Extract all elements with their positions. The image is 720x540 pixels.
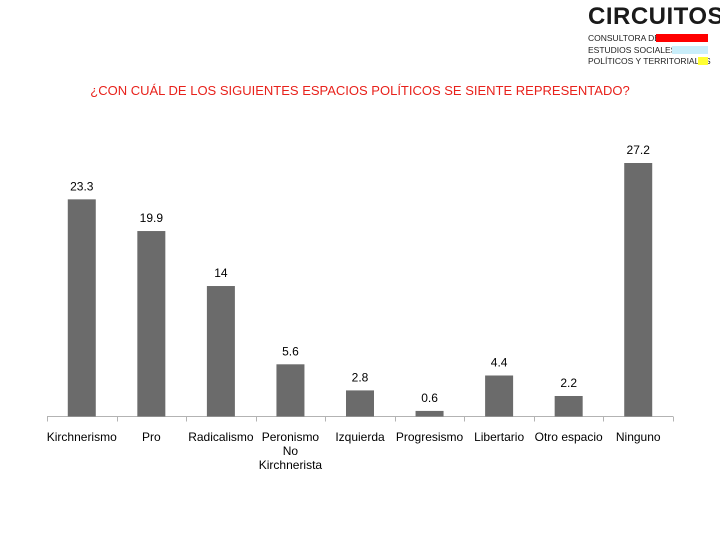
logo-line-3: POLÍTICOS Y TERRITORIALES bbox=[588, 56, 711, 66]
category-label: Izquierda bbox=[335, 430, 385, 444]
data-label: 2.8 bbox=[352, 370, 369, 384]
bar bbox=[137, 231, 166, 417]
bar bbox=[554, 395, 583, 417]
logo-bar-lightblue bbox=[672, 46, 708, 54]
category-label: Progresismo bbox=[396, 430, 464, 444]
category-label: Radicalismo bbox=[188, 430, 254, 444]
data-label: 0.6 bbox=[421, 391, 438, 405]
bar bbox=[276, 364, 305, 417]
category-label: Kirchnerismo bbox=[47, 430, 117, 444]
data-label: 27.2 bbox=[627, 143, 651, 157]
data-label: 23.3 bbox=[70, 179, 94, 193]
category-label: Otro espacio bbox=[535, 430, 603, 444]
logo-line-1: CONSULTORA DE bbox=[588, 33, 660, 43]
data-label: 5.6 bbox=[282, 344, 299, 358]
bar bbox=[346, 390, 374, 417]
category-label: Ninguno bbox=[616, 430, 661, 444]
bar bbox=[624, 163, 653, 417]
category-label: Pro bbox=[142, 430, 161, 444]
logo-bar-yellow bbox=[698, 57, 708, 65]
logo-line-2: ESTUDIOS SOCIALES, bbox=[588, 45, 679, 55]
data-label: 19.9 bbox=[140, 211, 164, 225]
circuitos-logo: CIRCUITOS CONSULTORA DE ESTUDIOS SOCIALE… bbox=[586, 4, 720, 68]
category-label: Peronismo No Kirchnerista bbox=[259, 430, 323, 472]
logo-wordmark: CIRCUITOS bbox=[588, 3, 720, 30]
logo-bar-red bbox=[656, 34, 708, 42]
bar bbox=[206, 286, 235, 417]
data-label: 2.2 bbox=[560, 376, 577, 390]
bar bbox=[485, 375, 514, 417]
data-label: 4.4 bbox=[491, 355, 508, 369]
bar bbox=[415, 410, 444, 417]
data-label: 14 bbox=[214, 266, 228, 280]
chart-title: ¿CON CUÁL DE LOS SIGUIENTES ESPACIOS POL… bbox=[90, 83, 630, 98]
bar bbox=[67, 199, 96, 417]
category-label: Libertario bbox=[474, 430, 524, 444]
